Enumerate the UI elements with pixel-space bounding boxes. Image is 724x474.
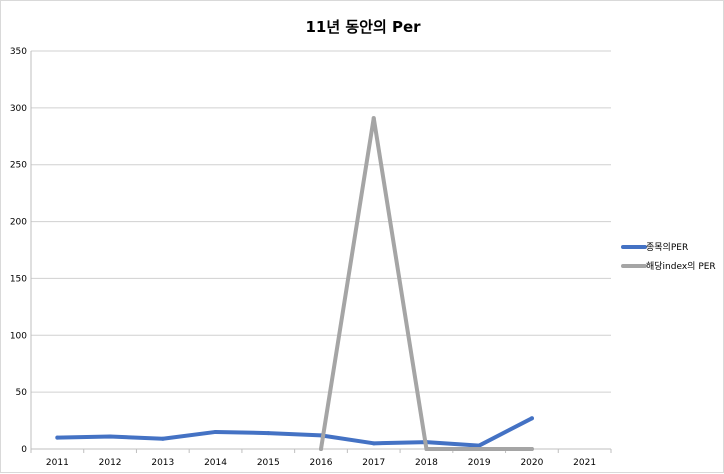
x-tick-label: 2021 bbox=[573, 458, 596, 468]
data-point bbox=[266, 431, 271, 436]
x-tick-label: 2019 bbox=[468, 458, 491, 468]
data-point bbox=[108, 434, 113, 439]
y-tick-label: 350 bbox=[10, 47, 27, 57]
legend-item: 해당index의 PER bbox=[621, 261, 716, 272]
legend-label: 해당index의 PER bbox=[646, 261, 716, 272]
y-tick-label: 300 bbox=[10, 104, 27, 114]
y-tick-label: 50 bbox=[16, 388, 28, 398]
data-point bbox=[55, 435, 60, 440]
x-tick-label: 2011 bbox=[46, 458, 69, 468]
axes: 0 50 100 150 200 250 300 350 2011 2012 2013 2014 201… bbox=[10, 47, 612, 468]
data-point bbox=[529, 416, 534, 421]
x-tick-label: 2018 bbox=[415, 458, 438, 468]
x-tick-label: 2017 bbox=[362, 458, 385, 468]
series-line bbox=[319, 116, 534, 451]
y-tick-label: 0 bbox=[21, 445, 27, 455]
x-tick-label: 2014 bbox=[204, 458, 227, 468]
data-point bbox=[477, 447, 482, 451]
legend-label: 종목의PER bbox=[646, 242, 688, 253]
y-tick-label: 200 bbox=[10, 218, 27, 228]
x-tick-label: 2020 bbox=[520, 458, 543, 468]
legend: 종목의PER 해당index의 PER bbox=[621, 242, 716, 272]
legend-item: 종목의PER bbox=[621, 242, 688, 253]
y-tick-label: 100 bbox=[10, 331, 27, 341]
x-tick-label: 2013 bbox=[151, 458, 174, 468]
data-point bbox=[371, 116, 376, 121]
x-tick-label: 2012 bbox=[99, 458, 122, 468]
y-tick-label: 150 bbox=[10, 274, 27, 284]
x-tick-label: 2016 bbox=[310, 458, 333, 468]
series-2 bbox=[319, 116, 534, 451]
data-point bbox=[160, 436, 165, 441]
series-lines bbox=[55, 116, 534, 451]
y-tick-label: 250 bbox=[10, 161, 27, 171]
chart-title: 11년 동안의 Per bbox=[305, 18, 421, 36]
data-point bbox=[371, 441, 376, 446]
data-point bbox=[529, 447, 534, 451]
data-point bbox=[213, 429, 218, 434]
series-line bbox=[55, 416, 534, 448]
series-1 bbox=[55, 416, 534, 448]
data-point bbox=[424, 447, 429, 451]
gridlines bbox=[31, 50, 611, 450]
data-point bbox=[319, 447, 323, 451]
data-point bbox=[477, 443, 482, 448]
x-tick-label: 2015 bbox=[257, 458, 280, 468]
